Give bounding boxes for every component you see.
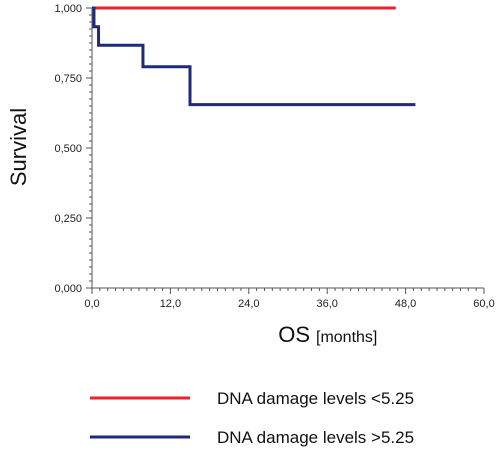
series-layer [92, 6, 416, 107]
labels-layer: 0,000 0,250 0,500 0,750 1,000 0,0 12,0 24,0 36,0… [54, 3, 494, 310]
y-tick-label: 0,250 [54, 213, 82, 225]
x-tick-label: 12,0 [160, 298, 181, 310]
legend: DNA damage levels <5.25 DNA damage levels… [90, 389, 414, 447]
x-axis-unit: [months] [316, 329, 377, 346]
x-tick-label: 0,0 [84, 298, 99, 310]
survival-curve-2 [92, 6, 416, 107]
y-axis-title: Survival [6, 108, 31, 186]
y-tick-label: 0,750 [54, 73, 82, 85]
legend-label-2: DNA damage levels >5.25 [217, 428, 414, 447]
y-tick-label: 0,500 [54, 143, 82, 155]
y-tick-label: 0,000 [54, 283, 82, 295]
x-tick-label: 48,0 [395, 298, 416, 310]
legend-label-1: DNA damage levels <5.25 [217, 389, 414, 408]
x-tick-label: 24,0 [238, 298, 259, 310]
x-tick-label: 60,0 [473, 298, 494, 310]
x-axis-title: OS [278, 322, 310, 347]
axes-layer [86, 7, 485, 294]
y-tick-label: 1,000 [54, 3, 82, 15]
x-tick-label: 36,0 [316, 298, 337, 310]
